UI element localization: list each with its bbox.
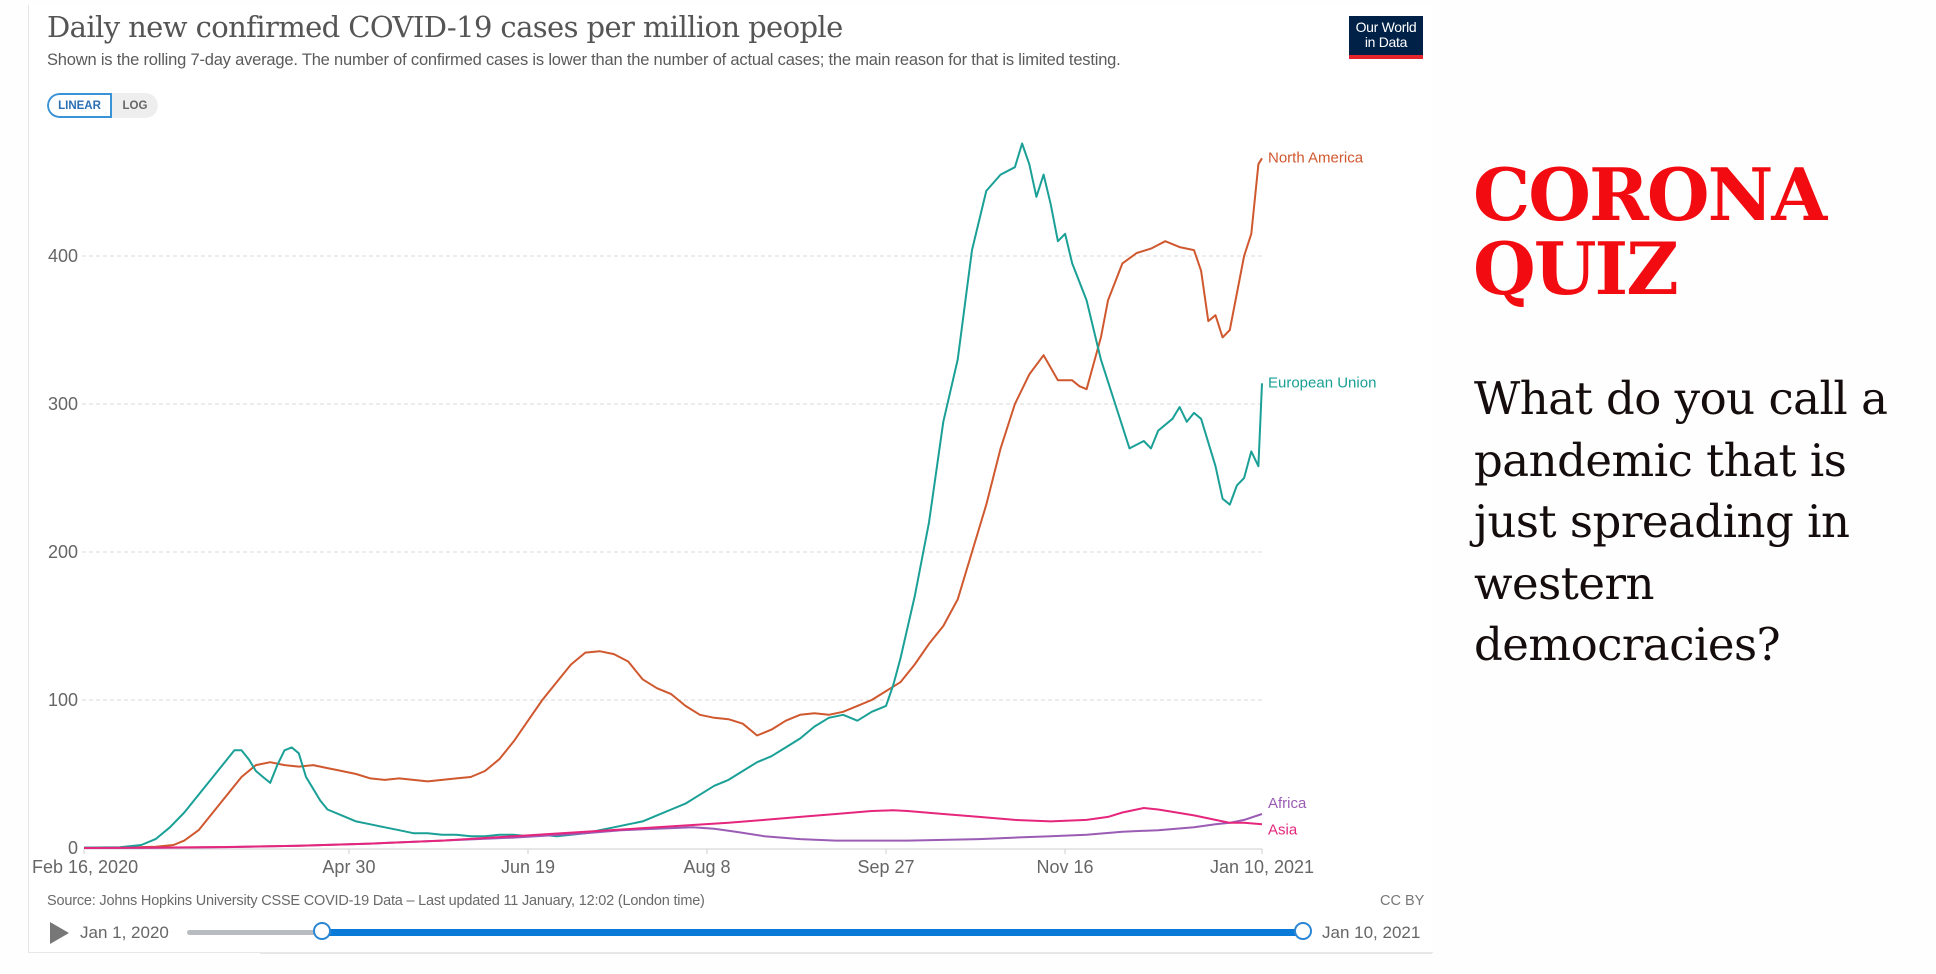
x-tick-label: Apr 30 <box>322 857 375 877</box>
play-icon[interactable] <box>50 922 69 944</box>
x-tick-label: Nov 16 <box>1037 857 1094 877</box>
chart-subtitle: Shown is the rolling 7-day average. The … <box>47 51 1121 69</box>
x-tick-label: Jan 10, 2021 <box>1210 857 1314 877</box>
quiz-title-line-2: QUIZ <box>1473 226 1679 311</box>
license-link[interactable]: CC BY <box>1380 893 1425 909</box>
series-line-north-america <box>83 157 1263 849</box>
x-tick-label: Sep 27 <box>858 857 915 877</box>
log-scale-button[interactable]: LOG <box>112 93 158 118</box>
y-tick-label: 100 <box>48 690 78 710</box>
source-note: Source: Johns Hopkins University CSSE CO… <box>47 893 705 909</box>
series-line-european-union <box>83 142 1263 849</box>
timeline-start-label: Jan 1, 2020 <box>80 923 169 942</box>
timeline-start-handle[interactable] <box>313 922 331 940</box>
logo-line-2: in Data <box>1364 34 1408 50</box>
timeline-end-label: Jan 10, 2021 <box>1322 923 1421 942</box>
logo-line-1: Our World <box>1355 19 1417 35</box>
chart-panel <box>28 5 1433 953</box>
footer-divider <box>260 953 1432 954</box>
y-tick-label: 0 <box>68 838 78 858</box>
owid-logo[interactable]: Our World in Data <box>1349 16 1423 59</box>
quiz-title-line-1: CORONA <box>1473 152 1827 237</box>
x-tick-label: Jun 19 <box>501 857 555 877</box>
series-label-european-union: European Union <box>1268 374 1376 391</box>
series-label-north-america: North America <box>1268 149 1364 166</box>
y-tick-label: 300 <box>48 394 78 414</box>
quiz-question: What do you call a pandemic that is just… <box>1474 372 1888 671</box>
series-label-asia: Asia <box>1268 821 1298 838</box>
series-line-asia <box>83 807 1263 849</box>
quiz-title: CORONA QUIZ <box>1473 152 1827 311</box>
timeline-selected-range[interactable] <box>322 929 1303 936</box>
series-label-africa: Africa <box>1268 795 1307 812</box>
linear-scale-button[interactable]: LINEAR <box>47 93 112 118</box>
y-tick-label: 400 <box>48 246 78 266</box>
chart-title: Daily new confirmed COVID-19 cases per m… <box>47 10 843 44</box>
x-tick-label: Aug 8 <box>683 857 730 877</box>
y-tick-label: 200 <box>48 542 78 562</box>
timeline-end-handle[interactable] <box>1294 922 1312 940</box>
x-tick-label: Feb 16, 2020 <box>32 857 138 877</box>
scale-toggle: LINEAR LOG <box>47 93 158 118</box>
